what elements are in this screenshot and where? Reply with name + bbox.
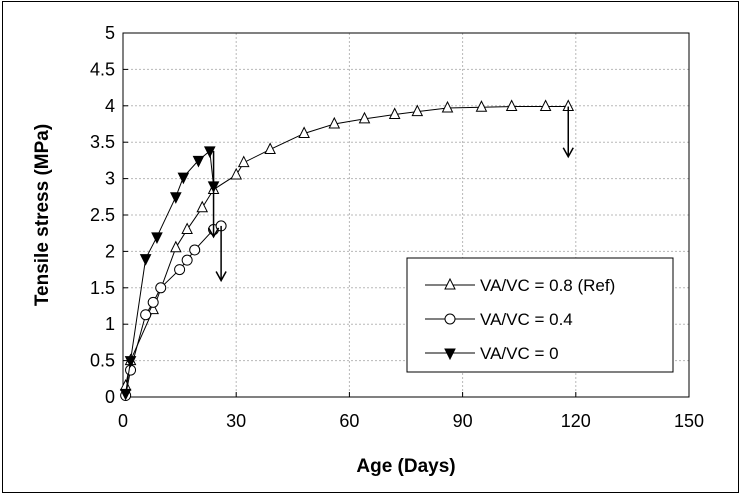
y-tick-label: 1.5	[90, 278, 115, 298]
series-group	[119, 99, 575, 402]
data-point	[196, 200, 209, 213]
legend-label: VA/VC = 0.4	[480, 310, 573, 329]
series-line	[125, 225, 222, 396]
data-point	[539, 99, 552, 112]
data-point	[181, 254, 193, 266]
data-point	[181, 222, 193, 235]
data-point	[147, 296, 159, 308]
x-axis-title: Age (Days)	[356, 456, 455, 477]
data-point	[388, 107, 401, 120]
data-point	[237, 155, 250, 168]
y-tick-label: 3	[105, 169, 115, 189]
data-point	[189, 244, 201, 256]
failure-arrow-head	[215, 271, 227, 283]
x-tick-label: 120	[561, 411, 591, 431]
y-tick-label: 2.5	[90, 205, 115, 225]
data-point	[147, 302, 159, 315]
data-point	[192, 155, 205, 168]
data-point	[119, 388, 132, 401]
data-point	[139, 254, 152, 266]
legend-items: VA/VC = 0.8 (Ref) VA/VC = 0.4 VA/VC = 0	[425, 276, 615, 363]
y-tick-label: 1	[105, 314, 115, 334]
y-tick-label: 4.5	[90, 59, 115, 79]
data-point	[230, 167, 243, 180]
data-point	[151, 232, 163, 244]
legend: VA/VC = 0.8 (Ref) VA/VC = 0.4 VA/VC = 0	[406, 257, 674, 373]
data-point	[124, 356, 137, 368]
failure-arrow-head	[562, 147, 574, 159]
data-point	[177, 172, 190, 185]
legend-label: VA/VC = 0.8 (Ref)	[480, 276, 615, 295]
data-point	[170, 240, 182, 253]
x-tick-label: 30	[226, 411, 246, 431]
data-point	[505, 99, 518, 112]
data-point	[119, 378, 132, 391]
y-tick-label: 2	[105, 241, 115, 261]
x-tick-label: 150	[674, 411, 704, 431]
y-tick-label: 0.5	[90, 351, 115, 371]
data-point	[411, 104, 424, 117]
data-point	[441, 100, 454, 113]
data-point	[155, 282, 167, 294]
data-point	[170, 192, 182, 204]
data-point	[140, 309, 152, 321]
series-line	[125, 149, 215, 394]
y-tick-label: 3.5	[90, 132, 115, 152]
legend-label: VA/VC = 0	[480, 344, 559, 363]
x-tick-label: 60	[339, 411, 359, 431]
data-point	[358, 111, 371, 124]
data-point	[328, 116, 341, 129]
y-tick-label: 5	[105, 23, 115, 43]
axis-ticks: 0 0.5 1 1.5 2 2.5 3 3.5 4 4.5 5 0 30 60 90 120 150	[90, 23, 704, 431]
legend-marker	[444, 348, 456, 361]
legend-marker	[444, 277, 456, 290]
data-point	[203, 146, 216, 159]
data-point	[174, 264, 186, 276]
y-tick-label: 4	[105, 96, 115, 116]
failure-arrows	[207, 106, 574, 283]
failure-arrow-head	[207, 227, 220, 239]
legend-item-3: VA/VC = 0	[425, 344, 559, 363]
x-tick-label: 0	[118, 411, 128, 431]
series-3	[119, 146, 220, 401]
y-axis-title: Tensile stress (MPa)	[32, 124, 53, 306]
legend-item-2: VA/VC = 0.4	[425, 310, 573, 329]
x-tick-label: 90	[453, 411, 473, 431]
data-point	[264, 142, 276, 154]
data-point	[298, 126, 310, 138]
y-tick-label: 0	[105, 387, 115, 407]
data-point	[475, 100, 488, 112]
series-2	[120, 220, 227, 402]
legend-item-1: VA/VC = 0.8 (Ref)	[425, 276, 615, 295]
legend-marker	[444, 313, 456, 325]
